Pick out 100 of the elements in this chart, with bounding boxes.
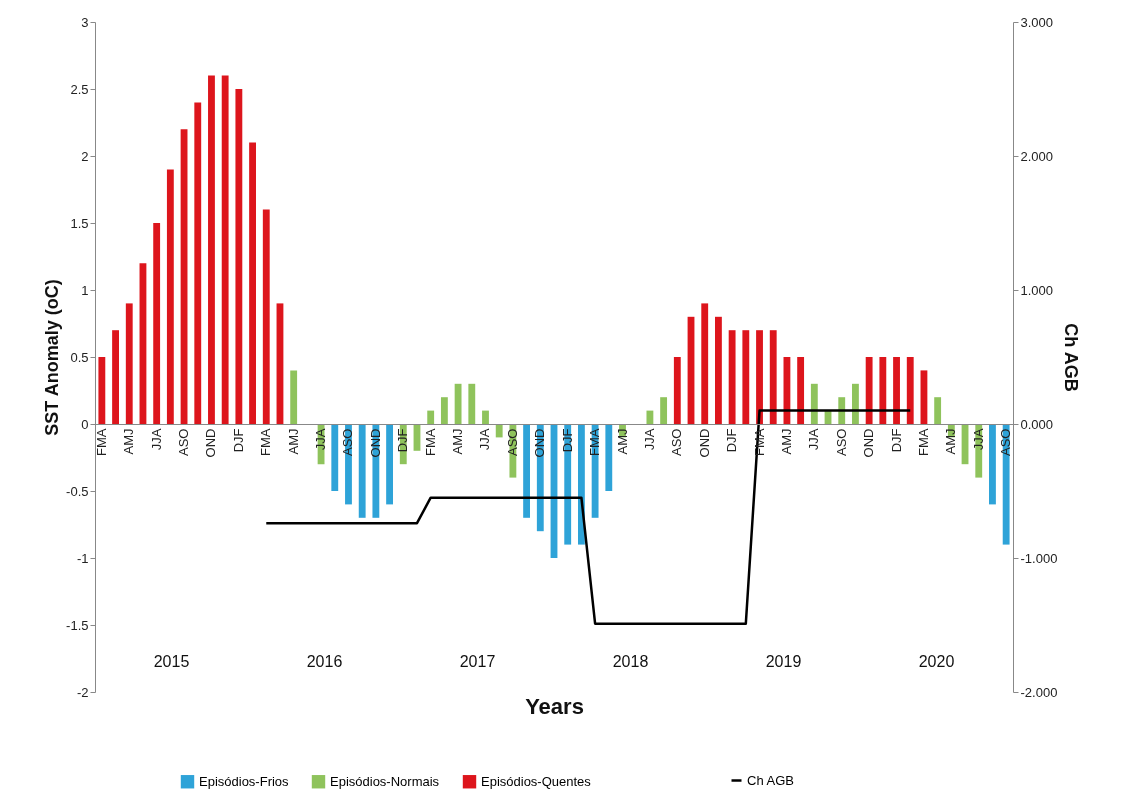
bar — [523, 424, 531, 518]
y2-axis-title: Ch AGB — [1061, 323, 1082, 392]
x-tick-label: JJA — [970, 428, 986, 451]
y-tick-label: 0 — [81, 416, 89, 432]
bar — [331, 424, 339, 491]
y-tick-label: -1.5 — [66, 617, 89, 633]
x-tick-label: ASO — [998, 428, 1014, 456]
bar — [125, 303, 133, 424]
x-tick-label: AMJ — [121, 428, 137, 455]
x-tick-label: JJA — [641, 428, 657, 451]
y2-tick-label: 2.000 — [1020, 148, 1054, 164]
y-tick-label: -2 — [76, 684, 89, 700]
bar — [454, 383, 462, 424]
bar — [358, 424, 366, 518]
annotation: 2017 — [459, 653, 496, 670]
bar — [468, 383, 476, 424]
x-tick-label: ASO — [340, 428, 356, 456]
bar — [906, 357, 914, 424]
bar — [221, 75, 229, 424]
legend-label: Episódios-Quentes — [481, 773, 592, 789]
x-tick-label: AMJ — [285, 428, 301, 455]
bar — [646, 410, 654, 424]
x-tick-label: AMJ — [943, 428, 959, 455]
bar — [98, 357, 106, 424]
bar — [495, 424, 503, 438]
bar — [262, 209, 270, 424]
annotation: 2015 — [153, 653, 190, 670]
x-tick-label: OND — [367, 428, 383, 458]
x-tick-label: FMA — [915, 428, 931, 456]
bar — [797, 357, 805, 424]
y2-tick-label: -2.000 — [1020, 684, 1058, 700]
bar — [112, 330, 119, 424]
x-axis-title: Years — [525, 694, 584, 720]
x-tick-label: AMJ — [614, 428, 630, 455]
x-tick-label: DJF — [724, 428, 740, 453]
x-tick-label: AMJ — [778, 428, 794, 455]
legend-label: Ch AGB — [747, 772, 794, 788]
x-tick-label: DJF — [395, 428, 411, 453]
bar — [235, 89, 243, 424]
annotation: 2019 — [765, 653, 802, 670]
legend-label: Episódios-Normais — [330, 773, 440, 789]
y-tick-label: 2 — [81, 148, 89, 164]
bar — [756, 330, 763, 424]
bar — [482, 410, 489, 424]
bar — [742, 330, 750, 424]
bar — [166, 169, 174, 424]
x-tick-label: ASO — [176, 428, 192, 456]
bar — [440, 397, 448, 424]
x-tick-label: FMA — [422, 428, 438, 456]
x-tick-label: FMA — [751, 428, 767, 456]
y2-tick-label: 0.000 — [1020, 416, 1054, 432]
bar — [660, 397, 668, 424]
x-tick-label: ASO — [669, 428, 685, 456]
x-tick-label: ASO — [833, 428, 849, 456]
bar — [673, 357, 681, 424]
bar — [564, 424, 572, 545]
bar — [714, 316, 722, 424]
bar — [701, 303, 709, 424]
x-tick-label: JJA — [477, 428, 493, 451]
y-tick-label: -1 — [76, 550, 89, 566]
x-tick-label: DJF — [559, 428, 575, 453]
x-tick-label: ASO — [504, 428, 520, 456]
bar — [208, 75, 215, 424]
annotation: 2020 — [918, 653, 955, 670]
y-axis-title: SST Anomaly (oC) — [42, 279, 63, 436]
bar — [386, 424, 394, 505]
bar — [728, 330, 736, 424]
bar — [865, 357, 873, 424]
annotation: 2016 — [306, 653, 343, 670]
bar — [810, 383, 818, 424]
x-tick-label: JJA — [313, 428, 329, 451]
x-tick-label: OND — [861, 428, 877, 458]
bar — [605, 424, 613, 491]
legend-label: Episódios-Frios — [199, 773, 290, 789]
x-tick-label: AMJ — [450, 428, 466, 455]
bar — [290, 370, 298, 424]
bar — [989, 424, 996, 505]
bar — [153, 223, 161, 424]
y-tick-label: -0.5 — [66, 483, 89, 499]
x-tick-label: JJA — [148, 428, 164, 451]
y2-tick-label: -1.000 — [1020, 550, 1058, 566]
bar — [249, 142, 256, 424]
y-tick-label: 1 — [81, 282, 89, 298]
x-tick-label: OND — [696, 428, 712, 458]
bar — [934, 397, 942, 424]
x-tick-label: OND — [203, 428, 219, 458]
bar — [194, 102, 202, 424]
y-tick-label: 1.5 — [70, 215, 89, 231]
x-tick-label: DJF — [888, 428, 904, 453]
x-tick-label: OND — [532, 428, 548, 458]
y2-tick-label: 3.000 — [1020, 14, 1054, 30]
annotation: 2018 — [612, 653, 649, 670]
x-tick-label: DJF — [230, 428, 246, 453]
x-tick-label: FMA — [93, 428, 109, 456]
x-tick-label: FMA — [587, 428, 603, 456]
bar — [893, 357, 900, 424]
bar — [852, 383, 859, 424]
y-tick-label: 3 — [81, 14, 89, 30]
bar — [879, 357, 887, 424]
y-tick-label: 0.5 — [70, 349, 89, 365]
